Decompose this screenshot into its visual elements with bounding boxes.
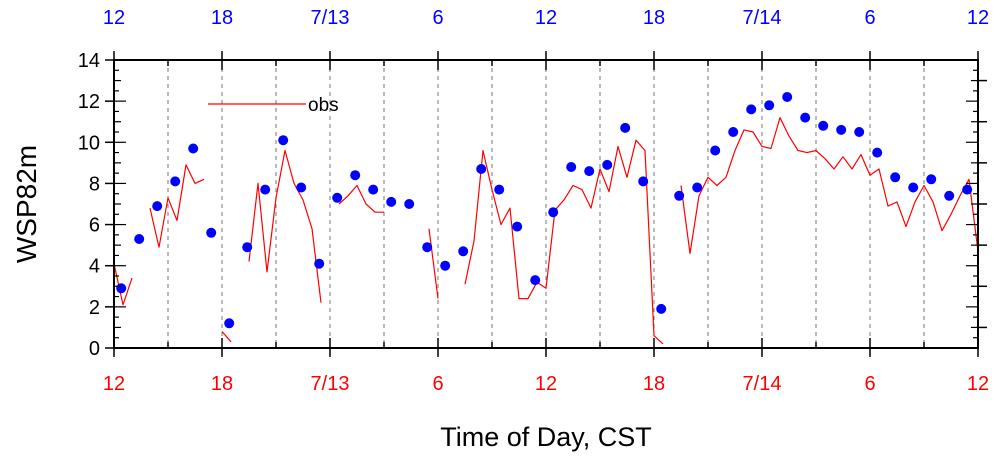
x-tick-label-bottom: 12 xyxy=(535,373,557,395)
model-point-35 xyxy=(746,104,757,115)
model-point-0 xyxy=(116,283,127,294)
gridlines xyxy=(167,60,925,348)
model-point-20 xyxy=(476,164,487,174)
model-point-25 xyxy=(566,162,577,172)
model-point-13 xyxy=(350,170,361,181)
model-point-43 xyxy=(890,172,901,183)
model-point-32 xyxy=(692,182,703,193)
obs-line-segment-1 xyxy=(149,164,205,248)
model-point-29 xyxy=(638,176,649,187)
model-point-22 xyxy=(512,221,523,232)
model-point-38 xyxy=(800,112,811,123)
y-tick-label: 6 xyxy=(89,215,100,237)
x-tick-label-bottom: 12 xyxy=(967,373,989,395)
x-tick-label-bottom: 18 xyxy=(643,373,665,395)
model-point-7 xyxy=(242,242,253,253)
model-point-37 xyxy=(782,92,793,102)
x-tick-label-top: 7/14 xyxy=(743,7,782,29)
model-point-31 xyxy=(674,190,685,201)
x-tick-label-bottom: 7/14 xyxy=(743,373,782,395)
model-point-36 xyxy=(764,100,775,111)
x-axis-label: Time of Day, CST xyxy=(440,422,652,452)
legend: obs xyxy=(208,95,339,116)
model-point-33 xyxy=(710,145,721,156)
model-point-14 xyxy=(368,184,379,195)
x-tick-label-top: 12 xyxy=(535,7,557,29)
model-point-41 xyxy=(854,127,865,137)
model-point-46 xyxy=(944,190,955,201)
model-point-44 xyxy=(908,182,919,193)
model-point-4 xyxy=(188,143,199,154)
model-point-12 xyxy=(332,192,343,203)
model-point-47 xyxy=(962,184,973,195)
x-tick-label-bottom: 6 xyxy=(864,373,875,395)
x-tick-label-bottom: 12 xyxy=(103,373,125,395)
model-point-17 xyxy=(422,242,433,253)
y-tick-label: 8 xyxy=(89,173,100,195)
model-point-6 xyxy=(224,318,235,329)
y-tick-label: 4 xyxy=(89,256,100,278)
y-tick-label: 0 xyxy=(89,338,100,360)
x-tick-label-top: 12 xyxy=(103,7,125,29)
obs-line-segment-7 xyxy=(680,116,979,254)
model-point-34 xyxy=(728,127,739,137)
y-tick-label: 2 xyxy=(89,297,100,319)
y-axis-label: WSP82m xyxy=(11,145,42,263)
model-point-26 xyxy=(584,166,595,177)
model-point-15 xyxy=(386,196,397,207)
y-tick-label: 12 xyxy=(78,91,100,113)
model-point-2 xyxy=(152,201,163,212)
x-tick-label-top: 18 xyxy=(643,7,665,29)
model-point-30 xyxy=(656,303,667,314)
obs-line-segment-3 xyxy=(248,149,322,303)
obs-line-segment-6 xyxy=(464,139,664,345)
model-point-39 xyxy=(818,120,829,131)
x-tick-label-top: 6 xyxy=(432,7,443,29)
model-point-10 xyxy=(296,182,307,193)
model-point-45 xyxy=(926,174,937,185)
series-layer xyxy=(113,92,979,345)
y-tick-label: 14 xyxy=(78,50,100,72)
x-tick-label-bottom: 7/13 xyxy=(311,373,350,395)
model-point-42 xyxy=(872,147,883,158)
x-tick-label-top: 7/13 xyxy=(311,7,350,29)
x-tick-label-top: 6 xyxy=(864,7,875,29)
obs-line-segment-2 xyxy=(221,331,232,343)
model-point-24 xyxy=(548,207,559,218)
x-tick-label-bottom: 18 xyxy=(211,373,233,395)
legend-label-obs: obs xyxy=(308,95,339,116)
model-point-40 xyxy=(836,124,847,135)
model-point-16 xyxy=(404,199,415,209)
model-point-27 xyxy=(602,159,613,170)
model-point-18 xyxy=(440,260,451,271)
obs-line-segment-5 xyxy=(428,228,439,299)
obs-line-segment-4 xyxy=(338,184,384,213)
x-tick-label-top: 12 xyxy=(967,7,989,29)
model-point-28 xyxy=(620,122,631,133)
model-point-3 xyxy=(170,176,181,187)
model-point-19 xyxy=(458,246,469,257)
model-point-1 xyxy=(134,234,145,244)
model-point-9 xyxy=(278,135,289,146)
model-point-5 xyxy=(206,227,217,238)
model-point-21 xyxy=(494,184,505,195)
model-point-11 xyxy=(314,258,325,269)
x-tick-label-top: 18 xyxy=(211,7,233,29)
plot-frame xyxy=(113,59,979,349)
x-tick-label-bottom: 6 xyxy=(432,373,443,395)
model-point-8 xyxy=(260,184,271,195)
obs-line-segment-0 xyxy=(113,263,133,306)
model-point-23 xyxy=(530,275,541,286)
y-tick-label: 10 xyxy=(78,132,100,154)
